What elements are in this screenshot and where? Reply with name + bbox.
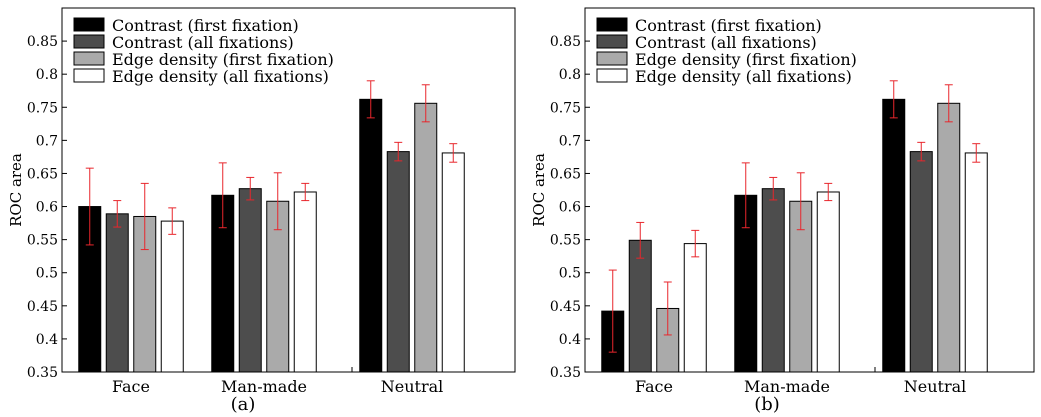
bar [386,151,410,373]
y-tick-label: 0.4 [36,332,58,348]
legend-label: Edge density (all fixations) [635,67,852,86]
bar [441,152,465,373]
y-axis-label: ROC area [530,153,548,227]
x-tick-label: Man-made [221,377,307,396]
y-tick-label: 0.8 [36,67,58,83]
x-tick-label: Neutral [904,377,967,396]
y-tick-label: 0.65 [550,166,581,182]
legend-label: Contrast (first fixation) [112,16,299,35]
legend-label: Contrast (all fixations) [635,33,817,52]
bar [105,213,129,373]
y-tick-label: 0.75 [27,100,58,116]
legend-label: Edge density (first fixation) [112,50,334,69]
legend-swatch [596,68,628,83]
x-tick-label: Face [112,377,150,396]
bar [238,188,262,373]
y-tick-label: 0.45 [550,299,581,315]
y-tick-label: 0.4 [559,332,581,348]
y-tick-label: 0.85 [27,34,58,50]
bar [964,152,988,373]
legend-label: Edge density (all fixations) [112,67,329,86]
legend-swatch [596,51,628,66]
y-tick-label: 0.35 [27,365,58,381]
bar [359,98,383,373]
bar [293,191,317,373]
legend-label: Contrast (first fixation) [635,16,822,35]
legend-swatch [73,17,105,32]
bar [937,102,961,373]
y-axis-label: ROC area [7,153,25,227]
chart-panel-a: 0.35 0.4 0.45 0.5 0.55 0.6 0.65 0.7 0.75 0.8 0.85 R… [7,7,516,415]
legend-swatch [596,17,628,32]
y-tick-label: 0.5 [36,266,58,282]
bar [761,188,785,373]
x-tick-label: Neutral [381,377,444,396]
y-tick-label: 0.45 [27,299,58,315]
y-tick-label: 0.55 [27,233,58,249]
legend-label: Contrast (all fixations) [112,33,294,52]
bar [160,220,184,373]
legend-swatch [73,51,105,66]
x-tick-label: Man-made [744,377,830,396]
legend-swatch [73,68,105,83]
bar [909,151,933,373]
legend-swatch [596,34,628,49]
bar [816,191,840,373]
y-tick-label: 0.55 [550,233,581,249]
y-tick-label: 0.7 [36,133,58,149]
bar [414,102,438,373]
bar [882,98,906,373]
x-tick-label: Face [635,377,673,396]
y-tick-label: 0.7 [559,133,581,149]
bar [628,239,652,373]
y-tick-label: 0.75 [550,100,581,116]
panel-label: (b) [754,394,780,415]
y-tick-label: 0.6 [36,200,58,216]
legend-label: Edge density (first fixation) [635,50,857,69]
y-tick-label: 0.65 [27,166,58,182]
y-tick-label: 0.35 [550,365,581,381]
y-tick-label: 0.5 [559,266,581,282]
legend-swatch [73,34,105,49]
y-tick-label: 0.8 [559,67,581,83]
y-tick-label: 0.6 [559,200,581,216]
panel-label: (a) [231,394,256,415]
bar [683,243,707,373]
y-tick-label: 0.85 [550,34,581,50]
legend: Contrast (first fixation)Contrast (all f… [73,16,334,86]
legend: Contrast (first fixation)Contrast (all f… [596,16,857,86]
chart-panel-b: 0.35 0.4 0.45 0.5 0.55 0.6 0.65 0.7 0.75 0.8 0.85 R… [530,7,1035,415]
